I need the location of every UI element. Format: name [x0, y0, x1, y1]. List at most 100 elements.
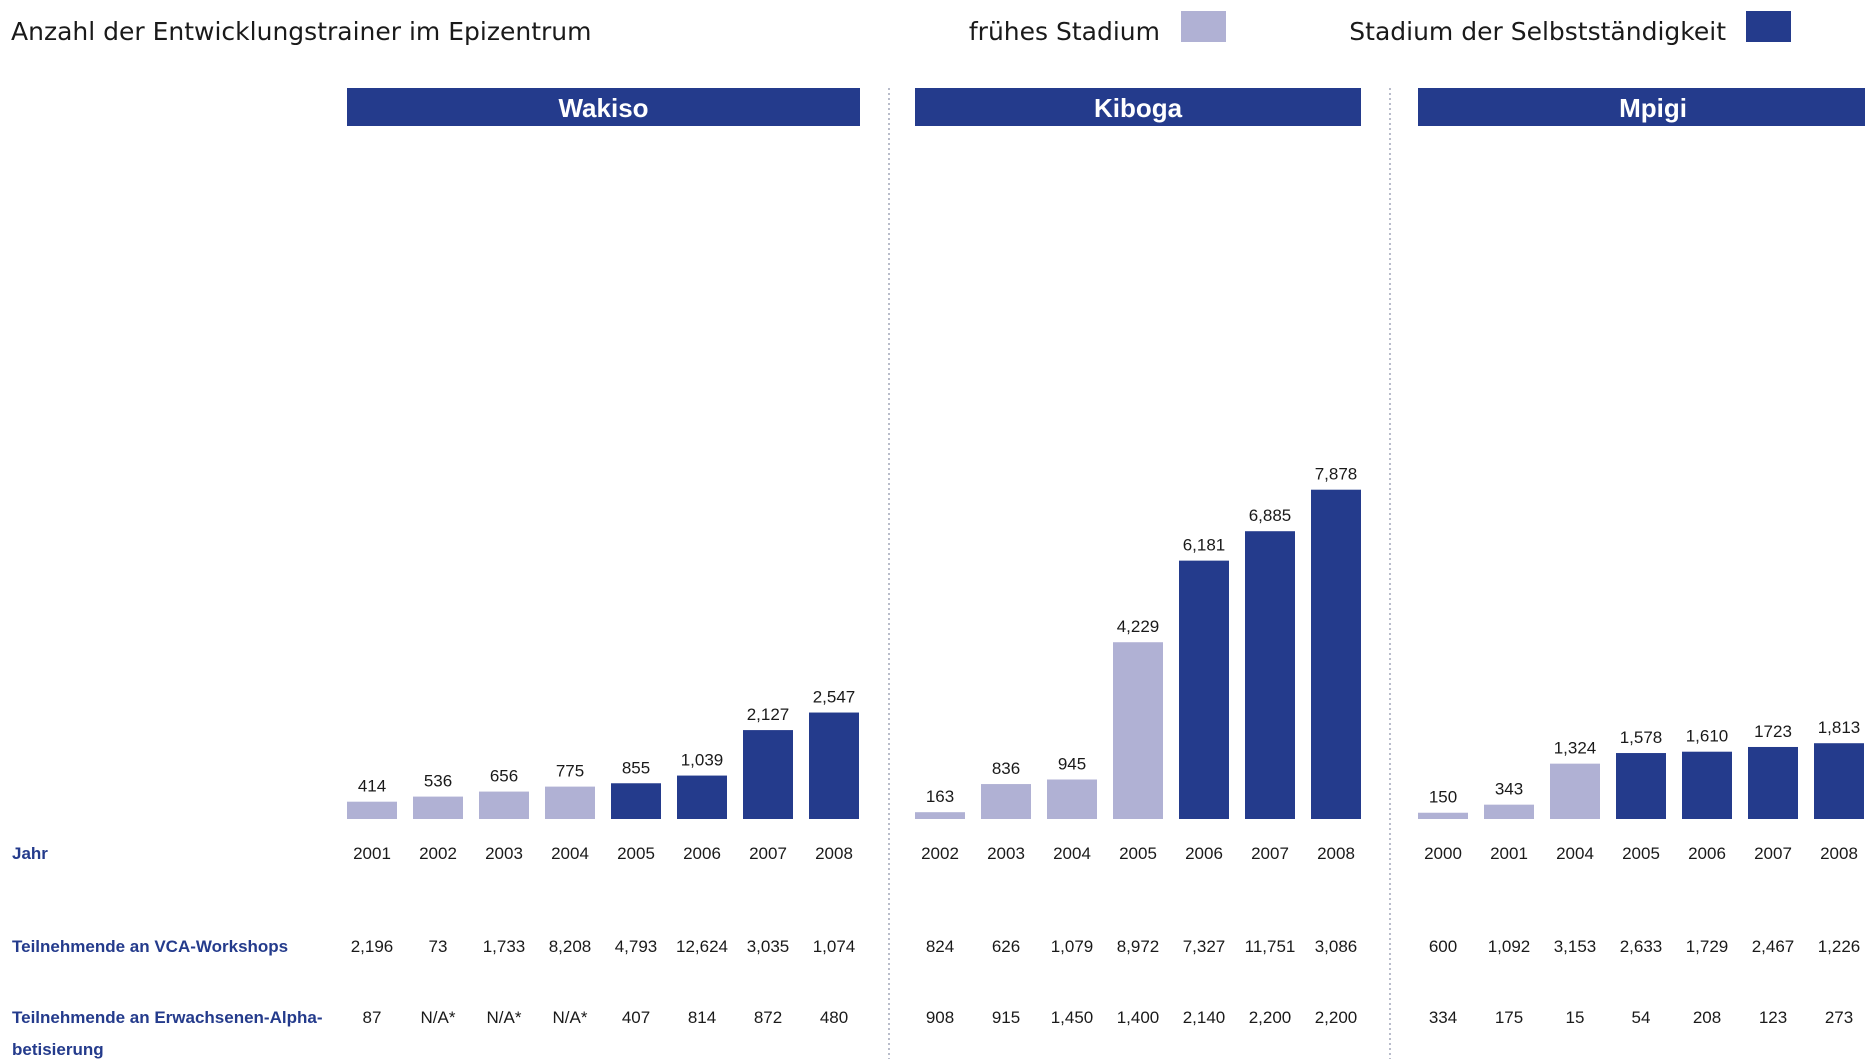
year-label-mpigi-2006: 2006 — [1688, 844, 1726, 863]
literacy-cell-mpigi-2007: 123 — [1759, 1008, 1787, 1027]
literacy-cell-mpigi-2001: 175 — [1495, 1008, 1523, 1027]
legend-swatch-early — [1181, 11, 1226, 42]
vca-cell-kiboga-2004: 1,079 — [1051, 937, 1094, 956]
bar-mpigi-2007 — [1748, 746, 1798, 819]
vca-cell-kiboga-2007: 11,751 — [1245, 937, 1296, 956]
literacy-cell-kiboga-2004: 1,450 — [1051, 1008, 1094, 1027]
bar-wakiso-2002 — [413, 796, 463, 819]
bar-kiboga-2008 — [1311, 489, 1361, 819]
chart-title: Anzahl der Entwicklungstrainer im Epizen… — [11, 17, 591, 46]
panel-header-mpigi — [1418, 88, 1865, 126]
year-label-wakiso-2002: 2002 — [419, 844, 457, 863]
vca-cell-mpigi-2005: 2,633 — [1620, 937, 1663, 956]
literacy-cell-mpigi-2008: 273 — [1825, 1008, 1853, 1027]
vca-cell-mpigi-2004: 3,153 — [1554, 937, 1597, 956]
vca-cell-kiboga-2005: 8,972 — [1117, 937, 1160, 956]
bar-mpigi-2008 — [1814, 743, 1864, 819]
bar-wakiso-2001 — [347, 801, 397, 819]
value-label-mpigi-2007: 1723 — [1754, 722, 1792, 741]
vca-cell-kiboga-2006: 7,327 — [1183, 937, 1226, 956]
year-label-wakiso-2001: 2001 — [353, 844, 391, 863]
vca-cell-mpigi-2007: 2,467 — [1752, 937, 1795, 956]
legend-label-self: Stadium der Selbstständigkeit — [1349, 17, 1726, 46]
literacy-cell-kiboga-2006: 2,140 — [1183, 1008, 1226, 1027]
year-label-mpigi-2007: 2007 — [1754, 844, 1792, 863]
value-label-wakiso-2007: 2,127 — [747, 705, 790, 724]
literacy-cell-kiboga-2003: 915 — [992, 1008, 1020, 1027]
value-label-kiboga-2004: 945 — [1058, 754, 1086, 773]
vca-cell-wakiso-2004: 8,208 — [549, 937, 592, 956]
bar-kiboga-2003 — [981, 784, 1031, 819]
literacy-cell-wakiso-2001: 87 — [363, 1008, 382, 1027]
bar-mpigi-2000 — [1418, 812, 1468, 819]
panel-title-mpigi: Mpigi — [1619, 93, 1687, 123]
year-label-kiboga-2004: 2004 — [1053, 844, 1091, 863]
literacy-cell-kiboga-2005: 1,400 — [1117, 1008, 1160, 1027]
literacy-cell-wakiso-2006: 814 — [688, 1008, 716, 1027]
value-label-wakiso-2002: 536 — [424, 772, 452, 791]
vca-cell-wakiso-2001: 2,196 — [351, 937, 394, 956]
bar-mpigi-2001 — [1484, 804, 1534, 819]
value-label-mpigi-2001: 343 — [1495, 780, 1523, 799]
literacy-cell-wakiso-2003: N/A* — [487, 1008, 522, 1027]
bar-wakiso-2007 — [743, 730, 793, 819]
bar-wakiso-2008 — [809, 712, 859, 819]
year-label-mpigi-2000: 2000 — [1424, 844, 1462, 863]
value-label-kiboga-2007: 6,885 — [1249, 506, 1292, 525]
vca-cell-kiboga-2008: 3,086 — [1315, 937, 1358, 956]
year-label-wakiso-2006: 2006 — [683, 844, 721, 863]
value-label-kiboga-2008: 7,878 — [1315, 465, 1358, 484]
bar-kiboga-2005 — [1113, 642, 1163, 819]
year-label-kiboga-2007: 2007 — [1251, 844, 1289, 863]
value-label-mpigi-2000: 150 — [1429, 788, 1457, 807]
vca-cell-wakiso-2008: 1,074 — [813, 937, 856, 956]
year-label-kiboga-2002: 2002 — [921, 844, 959, 863]
vca-cell-wakiso-2002: 73 — [429, 937, 448, 956]
vca-cell-wakiso-2007: 3,035 — [747, 937, 790, 956]
value-label-mpigi-2008: 1,813 — [1818, 718, 1861, 737]
panel-title-wakiso: Wakiso — [558, 93, 648, 123]
vca-cell-mpigi-2001: 1,092 — [1488, 937, 1531, 956]
panels: Wakiso 414 2001 2,196 87 536 2002 73 N/A* 656 2003… — [347, 88, 1865, 1059]
year-label-kiboga-2005: 2005 — [1119, 844, 1157, 863]
bar-mpigi-2006 — [1682, 751, 1732, 819]
literacy-cell-mpigi-2005: 54 — [1632, 1008, 1651, 1027]
value-label-kiboga-2002: 163 — [926, 787, 954, 806]
bar-wakiso-2004 — [545, 786, 595, 819]
panel-header-wakiso — [347, 88, 860, 126]
value-label-kiboga-2006: 6,181 — [1183, 536, 1226, 555]
year-label-kiboga-2003: 2003 — [987, 844, 1025, 863]
literacy-cell-wakiso-2007: 872 — [754, 1008, 782, 1027]
row-label-literacy: Teilnehmende an Erwachsenen-Alpha- — [12, 1008, 322, 1027]
vca-cell-wakiso-2005: 4,793 — [615, 937, 658, 956]
literacy-cell-wakiso-2002: N/A* — [421, 1008, 456, 1027]
bar-kiboga-2004 — [1047, 779, 1097, 819]
bar-wakiso-2005 — [611, 783, 661, 819]
vca-cell-wakiso-2006: 12,624 — [676, 937, 728, 956]
vca-cell-mpigi-2006: 1,729 — [1686, 937, 1729, 956]
bar-kiboga-2006 — [1179, 560, 1229, 819]
value-label-mpigi-2005: 1,578 — [1620, 728, 1663, 747]
vca-cell-kiboga-2002: 824 — [926, 937, 954, 956]
legend-label-early: frühes Stadium — [969, 17, 1160, 46]
panel-title-kiboga: Kiboga — [1094, 93, 1183, 123]
year-label-wakiso-2007: 2007 — [749, 844, 787, 863]
bar-mpigi-2004 — [1550, 763, 1600, 819]
vca-cell-mpigi-2008: 1,226 — [1818, 937, 1861, 956]
literacy-cell-mpigi-2004: 15 — [1566, 1008, 1585, 1027]
literacy-cell-mpigi-2006: 208 — [1693, 1008, 1721, 1027]
vca-cell-kiboga-2003: 626 — [992, 937, 1020, 956]
literacy-cell-kiboga-2007: 2,200 — [1249, 1008, 1292, 1027]
bar-mpigi-2005 — [1616, 753, 1666, 819]
year-label-mpigi-2004: 2004 — [1556, 844, 1594, 863]
legend-swatch-self — [1746, 11, 1791, 42]
vca-cell-wakiso-2003: 1,733 — [483, 937, 526, 956]
value-label-kiboga-2003: 836 — [992, 759, 1020, 778]
literacy-cell-wakiso-2005: 407 — [622, 1008, 650, 1027]
value-label-wakiso-2008: 2,547 — [813, 688, 856, 707]
year-label-wakiso-2008: 2008 — [815, 844, 853, 863]
value-label-kiboga-2005: 4,229 — [1117, 617, 1160, 636]
value-label-mpigi-2006: 1,610 — [1686, 727, 1729, 746]
literacy-cell-kiboga-2002: 908 — [926, 1008, 954, 1027]
